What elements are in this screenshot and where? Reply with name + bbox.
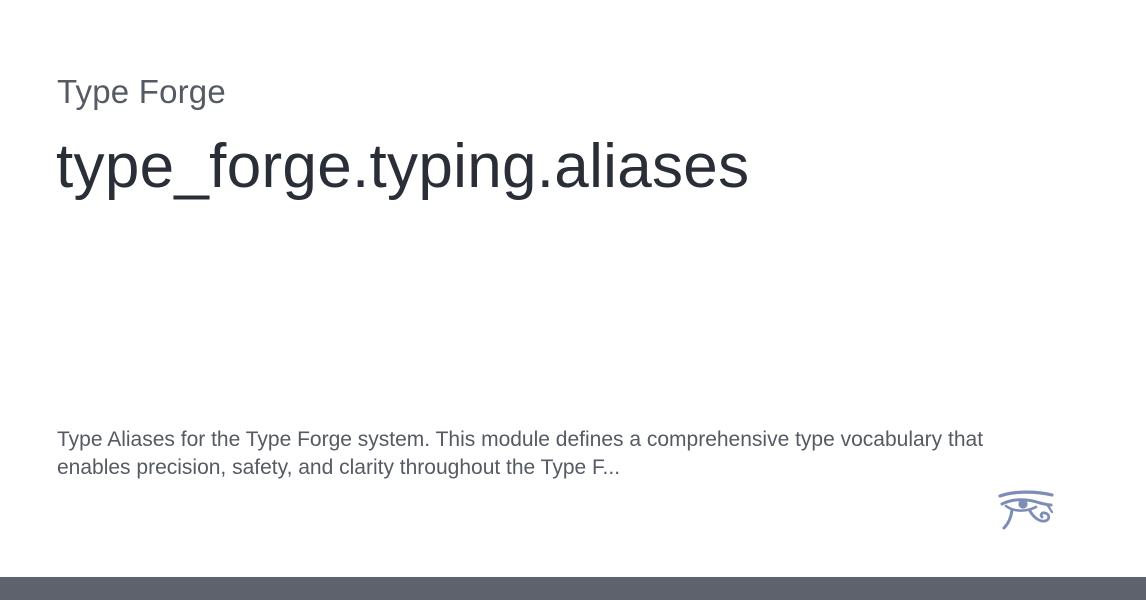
module-description: Type Aliases for the Type Forge system. … (57, 428, 984, 479)
eye-of-horus-icon (998, 490, 1054, 530)
module-title: type_forge.typing.aliases (56, 132, 750, 201)
project-name: Type Forge (57, 73, 226, 110)
footer-bar (0, 577, 1146, 600)
